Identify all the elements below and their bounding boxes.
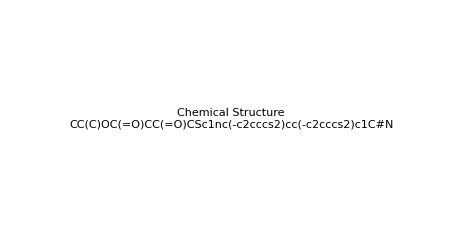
Text: Chemical Structure
CC(C)OC(=O)CC(=O)CSc1nc(-c2cccs2)cc(-c2cccs2)c1C#N: Chemical Structure CC(C)OC(=O)CC(=O)CSc1…: [69, 108, 393, 130]
